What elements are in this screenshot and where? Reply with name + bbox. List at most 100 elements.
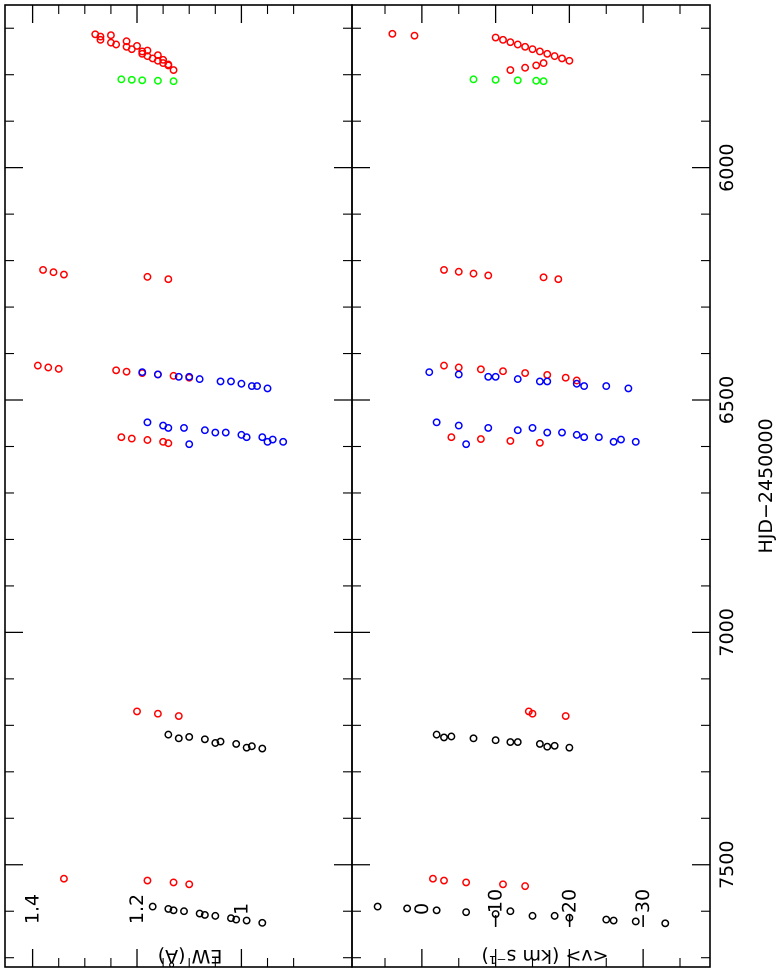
time-tick-label: 7000 xyxy=(716,608,738,656)
data-point-red xyxy=(521,369,530,378)
velocity-axis-label: <v> (km s⁻¹) xyxy=(481,945,608,967)
data-point-black xyxy=(506,907,515,916)
data-point-red xyxy=(565,56,574,65)
data-point-red xyxy=(164,275,173,284)
data-point-black xyxy=(242,743,251,752)
data-point-red xyxy=(133,707,141,716)
data-point-red xyxy=(138,47,147,56)
data-point-red xyxy=(54,364,63,373)
data-point-red xyxy=(506,38,515,47)
data-point-red xyxy=(521,882,530,891)
data-point-black xyxy=(543,742,552,751)
data-point-green xyxy=(153,76,162,85)
data-point-red xyxy=(122,37,131,46)
data-point-red xyxy=(539,59,548,68)
data-point-green xyxy=(138,76,147,85)
data-point-red xyxy=(127,434,136,443)
data-point-black xyxy=(200,910,209,919)
data-point-red xyxy=(535,47,544,56)
data-point-red xyxy=(506,66,515,75)
data-point-black xyxy=(565,913,574,922)
data-point-red xyxy=(159,437,168,446)
data-point-blue xyxy=(174,372,183,381)
data-point-black xyxy=(242,916,251,925)
data-point-red xyxy=(143,272,152,281)
data-point-black xyxy=(550,741,559,750)
data-point-blue xyxy=(491,372,500,381)
data-point-green xyxy=(491,75,500,84)
data-point-black xyxy=(403,904,412,913)
data-point-red xyxy=(112,366,121,375)
data-point-blue xyxy=(242,433,251,442)
data-point-black xyxy=(164,730,173,739)
data-point-black xyxy=(174,734,183,743)
data-point-red xyxy=(543,49,552,58)
data-point-red xyxy=(539,273,548,282)
data-point-red xyxy=(112,40,121,49)
data-point-blue xyxy=(247,382,256,391)
data-point-red xyxy=(440,876,448,885)
data-point-green xyxy=(127,75,136,84)
panel-frames xyxy=(4,4,711,968)
data-point-red xyxy=(143,46,152,55)
data-point-red xyxy=(96,32,105,41)
data-point-blue xyxy=(543,428,552,437)
data-point-red xyxy=(447,433,456,442)
data-point-black xyxy=(432,730,441,739)
data-point-green xyxy=(469,75,478,84)
data-point-black xyxy=(432,906,441,915)
data-point-green xyxy=(513,76,522,85)
time-axis-label: HJD−2450000 xyxy=(755,418,777,553)
data-point-black xyxy=(550,911,559,920)
data-point-black xyxy=(491,736,500,745)
data-point-black xyxy=(513,738,522,747)
data-point-blue xyxy=(138,368,147,377)
data-point-blue xyxy=(462,440,471,449)
data-point-blue xyxy=(263,437,272,446)
data-point-black xyxy=(180,907,188,916)
data-point-blue xyxy=(153,370,162,379)
data-point-blue xyxy=(631,437,640,446)
data-point-blue xyxy=(602,382,611,391)
data-point-red xyxy=(499,880,507,889)
value-tick-label: 1.2 xyxy=(126,894,148,924)
data-point-black xyxy=(185,733,194,741)
data-point-red xyxy=(476,365,485,374)
data-point-blue xyxy=(484,372,493,381)
data-point-blue xyxy=(454,421,463,430)
data-point-red xyxy=(153,51,162,60)
data-point-blue xyxy=(425,368,434,377)
data-points xyxy=(33,29,670,928)
data-point-black xyxy=(491,910,500,918)
data-point-red xyxy=(561,373,570,382)
data-point-blue xyxy=(227,377,235,386)
data-point-blue xyxy=(454,370,463,379)
data-point-red xyxy=(410,31,419,40)
data-point-blue xyxy=(237,379,246,388)
data-point-red xyxy=(440,361,448,370)
data-point-red xyxy=(476,435,485,444)
data-point-green xyxy=(539,77,548,86)
data-point-blue xyxy=(143,418,152,427)
data-point-black xyxy=(232,739,241,748)
data-point-blue xyxy=(164,423,173,432)
data-point-red xyxy=(521,63,530,72)
value-tick-label: −30 xyxy=(632,889,654,929)
data-point-red xyxy=(521,42,530,51)
data-point-black xyxy=(247,742,256,751)
data-point-blue xyxy=(572,379,581,388)
data-point-blue xyxy=(185,372,194,381)
data-point-red xyxy=(49,268,58,277)
data-point-blue xyxy=(580,433,589,442)
data-point-red xyxy=(469,269,478,278)
data-point-red xyxy=(44,363,53,372)
data-point-red xyxy=(59,270,68,279)
data-point-green xyxy=(532,76,541,85)
data-point-blue xyxy=(617,435,625,444)
data-point-red xyxy=(143,436,152,444)
data-point-black xyxy=(447,732,456,741)
data-point-black xyxy=(469,734,478,743)
data-point-red xyxy=(535,438,544,447)
axis-ticks: 6000 6500 7000 7500 1.4 1.2 1 0 −10 −20 −30 xyxy=(5,5,738,967)
